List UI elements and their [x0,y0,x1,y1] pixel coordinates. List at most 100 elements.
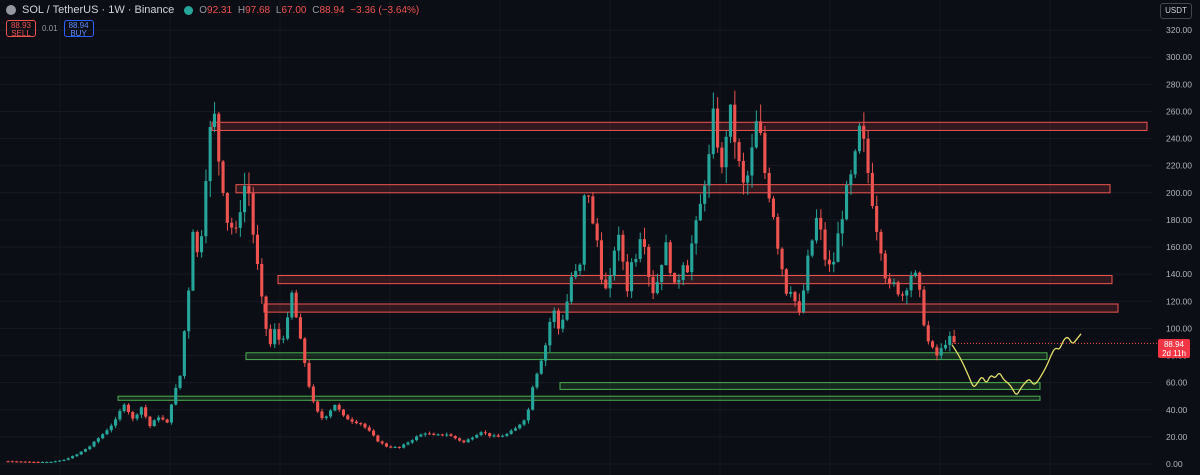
candle-body [458,438,462,441]
y-tick-label: 280.00 [1166,79,1192,89]
candle-body [6,461,10,463]
candle-body [492,435,496,437]
candle-body [238,212,242,228]
candle-body [10,461,14,463]
candle-body [402,444,406,448]
resistance-zone[interactable] [277,275,1113,285]
candle-body [810,240,814,256]
currency-selector[interactable]: USDT [1160,3,1192,19]
sell-button[interactable]: 88.93 SELL [6,20,36,38]
candle-body [208,127,212,182]
candle-body [518,424,522,429]
candle-body [827,259,831,265]
candle-body [651,277,655,294]
candle-body [88,446,92,450]
candle-body [470,437,474,440]
candle-body [152,420,156,427]
candle-body [591,196,595,224]
candle-body [157,417,161,421]
projection-path [951,333,1082,395]
high-value: 97.68 [245,4,271,16]
candle-body [286,317,290,339]
buy-button[interactable]: 88.94 BUY [63,20,94,38]
candle-body [771,198,775,218]
candle-body [307,362,311,387]
candle-body [539,360,543,374]
candle-body [806,255,810,291]
candle-body [294,292,298,318]
candle-body [329,410,333,417]
candle-body [587,195,591,197]
candle-body [290,292,294,318]
support-zone[interactable] [559,382,1041,390]
candle-body [372,430,376,436]
candle-body [763,132,767,173]
candle-body [509,430,513,434]
candle-body [784,269,788,294]
candle-body [389,446,393,448]
candle-body [359,423,363,425]
candle-body [148,416,152,427]
candle-body [135,414,139,419]
candle-body [931,341,935,348]
candle-body [247,186,251,194]
candle-body [15,461,19,463]
y-tick-label: 40.00 [1166,405,1188,415]
candle-body [28,461,32,463]
zones-layer [117,121,1148,401]
candle-body [109,425,113,431]
candle-body [483,432,487,434]
candle-body [32,461,36,463]
trade-panel: 88.93 SELL 0.01 88.94 BUY [6,20,94,38]
y-tick-label: 60.00 [1166,378,1188,388]
candle-body [126,404,130,413]
candle-body [488,433,492,437]
price-axis: 0.0020.0040.0060.0080.00100.00120.00140.… [1166,25,1192,469]
candle-body [870,172,874,207]
candle-body [376,435,380,442]
candle-body [853,151,857,175]
candle-body [621,234,625,262]
candle-body [561,319,565,329]
candle-body [840,219,844,234]
candle-body [122,404,126,412]
candle-body [819,217,823,230]
candle-body [191,231,195,291]
candle-body [114,419,118,426]
candle-body [475,435,479,438]
candle-body [845,184,849,220]
y-tick-label: 200.00 [1166,188,1192,198]
candle-body [255,234,259,264]
y-tick-label: 300.00 [1166,52,1192,62]
candle-body [604,279,608,289]
resistance-zone[interactable] [211,121,1148,131]
candle-body [453,436,457,439]
candle-body [918,272,922,290]
candle-body [556,310,560,329]
y-tick-label: 120.00 [1166,296,1192,306]
candle-body [802,290,806,312]
candle-body [724,136,728,168]
resistance-zone[interactable] [263,303,1119,313]
y-tick-label: 100.00 [1166,323,1192,333]
candle-body [200,236,204,253]
candle-body [501,435,505,437]
symbol-title[interactable]: SOL / TetherUS · 1W · Binance [22,4,175,16]
y-tick-label: 160.00 [1166,242,1192,252]
candle-body [354,421,358,424]
candle-body [45,462,49,464]
candle-body [53,461,57,463]
support-zone[interactable] [117,395,1041,401]
candle-body [612,250,616,276]
resistance-zone[interactable] [235,184,1111,194]
candle-body [526,409,530,421]
candle-body [952,336,956,343]
candle-body [230,222,234,228]
candle-body [165,419,169,423]
candle-body [759,121,763,133]
symbol-legend: SOL / TetherUS · 1W · Binance O92.31 H97… [6,4,422,16]
candle-body [432,433,436,435]
candle-body [849,174,853,185]
support-zone[interactable] [245,352,1048,361]
